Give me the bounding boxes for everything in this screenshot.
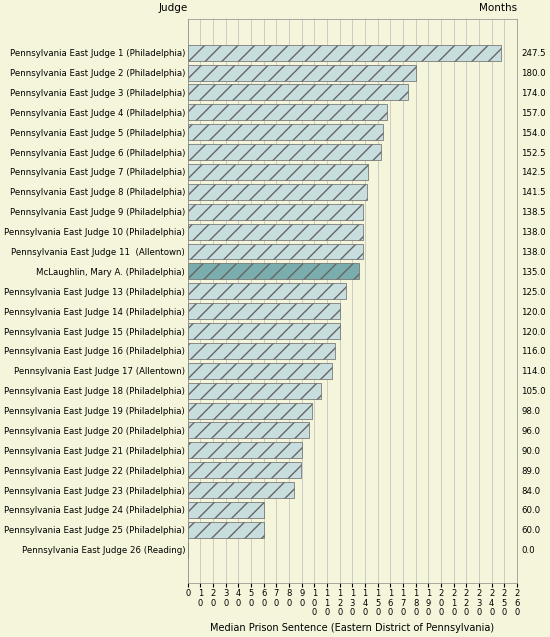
Bar — [188, 462, 300, 478]
Bar — [188, 64, 416, 80]
Bar — [188, 45, 501, 61]
Bar — [188, 343, 335, 359]
Bar — [188, 184, 367, 200]
Bar — [188, 164, 368, 180]
Bar — [188, 403, 312, 419]
Bar — [188, 104, 387, 120]
Bar — [188, 502, 264, 518]
Text: Judge: Judge — [158, 3, 188, 13]
Bar — [188, 442, 302, 458]
Bar — [188, 144, 381, 160]
Bar — [188, 224, 362, 240]
Bar — [188, 323, 340, 339]
Bar — [188, 243, 362, 259]
Bar — [188, 124, 383, 140]
X-axis label: Median Prison Sentence (Eastern District of Pennsylvania): Median Prison Sentence (Eastern District… — [210, 623, 494, 633]
Bar — [188, 283, 346, 299]
Bar — [188, 482, 294, 498]
Bar — [188, 204, 363, 220]
Bar — [188, 85, 408, 101]
Bar — [188, 264, 359, 280]
Bar — [188, 363, 332, 379]
Bar — [188, 303, 340, 319]
Bar — [188, 383, 321, 399]
Bar — [188, 422, 310, 438]
Text: Months: Months — [479, 3, 517, 13]
Bar — [188, 522, 264, 538]
